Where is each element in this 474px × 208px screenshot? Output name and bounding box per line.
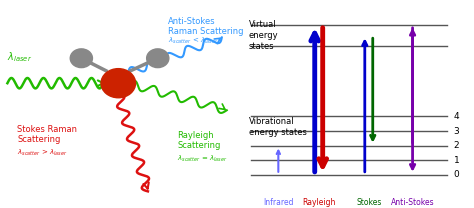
Text: 4: 4 — [454, 112, 459, 121]
Text: Stokes
Raman
scattering: Stokes Raman scattering — [349, 198, 388, 208]
Text: $\lambda_{scatter}$ = $\lambda_{laser}$: $\lambda_{scatter}$ = $\lambda_{laser}$ — [177, 154, 228, 164]
Circle shape — [101, 69, 136, 98]
Text: $\lambda_{scatter}$ > $\lambda_{laser}$: $\lambda_{scatter}$ > $\lambda_{laser}$ — [17, 148, 68, 158]
Text: 1: 1 — [454, 156, 459, 165]
Text: Rayleigh
scattering: Rayleigh scattering — [299, 198, 338, 208]
Text: Anti-Stokes
Raman Scattering: Anti-Stokes Raman Scattering — [168, 17, 243, 36]
Text: 0: 0 — [454, 170, 459, 179]
Text: Virtual
energy
states: Virtual energy states — [249, 20, 278, 51]
Text: Anti-Stokes
Raman
scattering: Anti-Stokes Raman scattering — [391, 198, 434, 208]
Text: 3: 3 — [454, 126, 459, 136]
Text: $\lambda_{laser}$: $\lambda_{laser}$ — [8, 51, 33, 64]
Text: $\lambda_{scatter}$ < $\lambda_{laser}$: $\lambda_{scatter}$ < $\lambda_{laser}$ — [168, 35, 218, 46]
Text: Stokes Raman
Scattering: Stokes Raman Scattering — [17, 125, 77, 144]
Text: 2: 2 — [454, 141, 459, 150]
Text: Vibrational
energy states: Vibrational energy states — [249, 117, 307, 137]
Text: Rayleigh
Scattering: Rayleigh Scattering — [177, 131, 221, 150]
Circle shape — [146, 49, 169, 68]
Text: Infrared
absorption: Infrared absorption — [258, 198, 299, 208]
Circle shape — [70, 49, 92, 68]
